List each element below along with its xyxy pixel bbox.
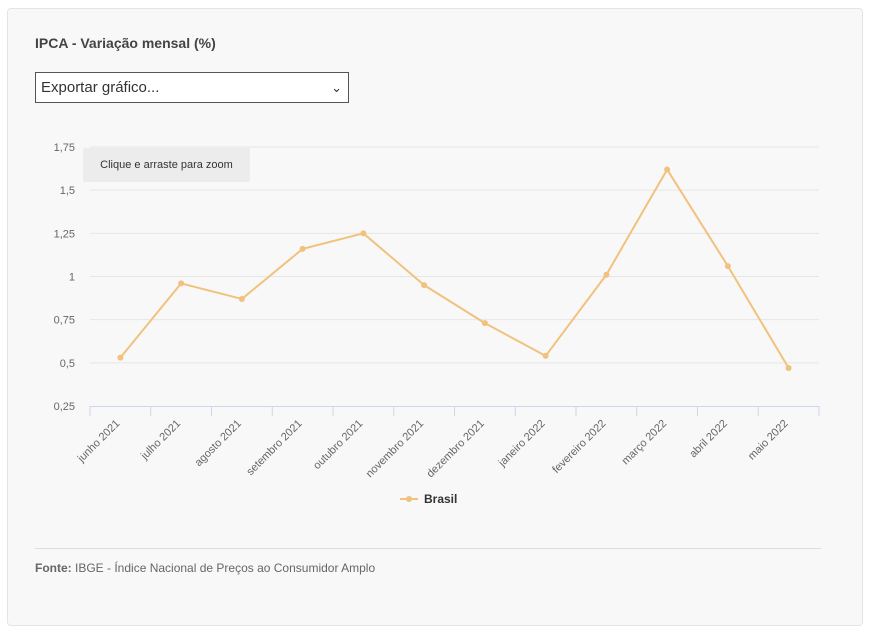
data-point <box>238 295 245 302</box>
x-tick-label: março 2022 <box>620 418 670 468</box>
x-tick-label: agosto 2021 <box>193 418 244 469</box>
chart-title: IPCA - Variação mensal (%) <box>35 35 216 51</box>
x-tick-label: junho 2021 <box>75 418 123 466</box>
data-point <box>360 230 367 237</box>
chevron-down-icon: ⌄ <box>331 80 342 95</box>
data-point <box>299 245 306 252</box>
legend-item-brasil[interactable]: Brasil <box>400 491 457 507</box>
source-text: IBGE - Índice Nacional de Preços ao Cons… <box>75 561 376 575</box>
legend-swatch <box>400 491 418 507</box>
series-line-brasil <box>119 168 790 369</box>
x-tick-label: dezembro 2021 <box>424 418 487 481</box>
divider <box>35 548 821 549</box>
data-point <box>178 280 185 287</box>
source-label: Fonte: <box>35 561 72 575</box>
y-tick-label: 0,5 <box>60 358 75 370</box>
data-point <box>421 282 428 289</box>
data-point <box>603 271 610 278</box>
export-select-value: Exportar gráfico... <box>41 79 160 96</box>
y-tick-label: 0,75 <box>54 315 75 327</box>
y-tick-label: 1,5 <box>60 185 75 197</box>
y-tick-label: 1,25 <box>54 228 75 240</box>
x-tick-label: fevereiro 2022 <box>550 418 608 476</box>
chart-card <box>7 8 863 626</box>
source-note: Fonte: IBGE - Índice Nacional de Preços … <box>35 561 375 575</box>
data-point <box>724 263 731 270</box>
export-select[interactable]: Exportar gráfico... ⌄ <box>35 72 349 103</box>
y-tick-label: 0,25 <box>54 401 75 413</box>
data-point <box>117 354 124 361</box>
data-point <box>481 320 488 327</box>
data-point <box>785 365 792 372</box>
x-tick-label: janeiro 2022 <box>496 418 548 470</box>
x-tick-label: novembro 2021 <box>364 418 427 481</box>
zoom-hint: Clique e arraste para zoom <box>83 148 250 182</box>
x-tick-label: abril 2022 <box>687 418 730 461</box>
x-tick-label: outubro 2021 <box>311 418 365 472</box>
data-point <box>664 166 671 173</box>
data-point <box>542 352 549 359</box>
legend-label: Brasil <box>424 492 458 506</box>
x-tick-label: maio 2022 <box>746 418 791 463</box>
y-tick-label: 1 <box>69 272 75 284</box>
x-tick-label: julho 2021 <box>138 418 183 463</box>
x-tick-label: setembro 2021 <box>244 418 304 478</box>
y-tick-label: 1,75 <box>54 142 75 154</box>
